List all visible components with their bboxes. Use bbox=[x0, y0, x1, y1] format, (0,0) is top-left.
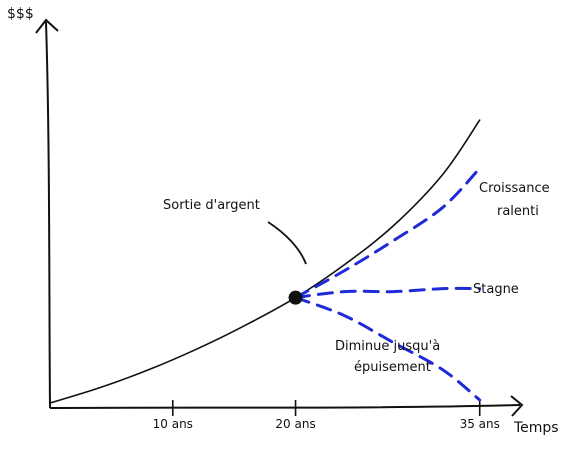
y-axis-arrow bbox=[35, 18, 59, 34]
main-growth-line bbox=[49, 119, 481, 404]
scenario-line-1 bbox=[294, 166, 482, 300]
x-axis-label: Temps bbox=[513, 420, 559, 436]
x-tick-label: 20 ans bbox=[275, 417, 315, 431]
exit-point bbox=[288, 290, 303, 305]
y-axis-label: $$$ bbox=[7, 6, 34, 22]
series-lines bbox=[49, 119, 482, 404]
annotation-exit: Sortie d'argent bbox=[163, 198, 260, 213]
x-axis bbox=[49, 404, 521, 409]
annotation-growth-1: Croissance bbox=[479, 181, 550, 196]
annotation-stagnate: Stagne bbox=[473, 282, 519, 297]
x-tick-label: 35 ans bbox=[460, 417, 500, 431]
x-axis-arrow bbox=[510, 395, 524, 417]
x-tick-label: 10 ans bbox=[153, 417, 193, 431]
exit-pointer bbox=[267, 221, 307, 265]
scenario-line-3 bbox=[294, 296, 482, 402]
scenario-line-2 bbox=[294, 286, 482, 300]
y-axis bbox=[45, 21, 51, 409]
x-ticks: 10 ans 20 ans 35 ans bbox=[153, 400, 500, 431]
annotation-growth-2: ralenti bbox=[497, 204, 539, 219]
annotation-decline-2: épuisement bbox=[354, 360, 431, 375]
annotation-decline-1: Diminue jusqu'à bbox=[335, 339, 440, 354]
